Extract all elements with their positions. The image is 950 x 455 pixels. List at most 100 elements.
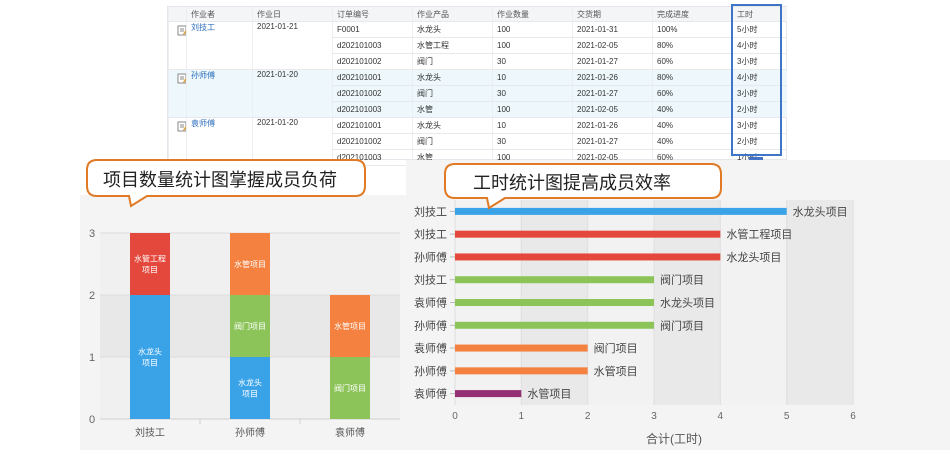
edit-icon[interactable] bbox=[173, 70, 187, 86]
segment-label: 阀门项目 bbox=[234, 321, 266, 331]
work-log-table-container: 作业者 作业日 订单编号 作业产品 作业数量 交货期 完成进度 工时 刘技工 20… bbox=[167, 6, 787, 166]
y-category-label: 孙师傅 bbox=[414, 318, 447, 332]
table-body: 刘技工 2021-01-21 F0001 水龙头 100 2021-01-31 100% 5小… bbox=[168, 21, 787, 166]
work-log-table: 作业者 作业日 订单编号 作业产品 作业数量 交货期 完成进度 工时 刘技工 20… bbox=[168, 7, 787, 166]
x-axis-title: 合计(工时) bbox=[646, 431, 702, 446]
x-tick-label: 5 bbox=[784, 411, 790, 422]
bar-label: 水龙头项目 bbox=[726, 251, 781, 264]
bar-label: 阀门项目 bbox=[660, 273, 704, 287]
worker-name-link[interactable]: 袁师傅 bbox=[191, 119, 215, 128]
project-count-stacked-chart: 0123刘技工水龙头项目水管工程项目孙师傅水龙头项目阀门项目水管项目袁师傅阀门项… bbox=[89, 228, 400, 439]
due-cell: 2021-01-27 bbox=[572, 133, 653, 150]
x-tick-label: 孙师傅 bbox=[235, 426, 265, 439]
order-cell: d202101002 bbox=[332, 53, 413, 70]
hours-bar[interactable] bbox=[455, 253, 721, 261]
hours-bar[interactable] bbox=[455, 344, 588, 352]
hours-bar[interactable] bbox=[455, 207, 787, 215]
table-row[interactable]: d202101002 阀门 30 2021-01-27 60% 3小时 bbox=[169, 53, 787, 70]
header-date[interactable]: 作业日 bbox=[252, 7, 333, 22]
segment-label-line: 项目 bbox=[242, 390, 258, 399]
header-worker[interactable]: 作业者 bbox=[186, 7, 253, 22]
edit-icon[interactable] bbox=[173, 118, 187, 134]
bar-label: 水管项目 bbox=[527, 387, 571, 401]
y-category-label: 刘技工 bbox=[414, 205, 447, 218]
table-row[interactable]: d202101002 阀门 30 2021-01-27 60% 3小时 bbox=[169, 85, 787, 102]
product-cell: 水龙头 bbox=[412, 21, 493, 38]
x-tick-label: 袁师傅 bbox=[335, 426, 365, 439]
qty-cell: 10 bbox=[492, 117, 573, 134]
y-category-label: 刘技工 bbox=[414, 274, 447, 287]
header-order[interactable]: 订单编号 bbox=[332, 7, 413, 22]
hours-cell: 3小时 bbox=[732, 117, 787, 134]
table-row[interactable]: 袁师傅 2021-01-20 d202101001 水龙头 10 2021-01-26 40… bbox=[168, 117, 787, 166]
hours-cell: 3小时 bbox=[732, 85, 787, 102]
bar-label: 水管项目 bbox=[594, 364, 638, 378]
table-row[interactable]: 刘技工 2021-01-21 F0001 水龙头 100 2021-01-31 100% 5小… bbox=[168, 21, 787, 70]
header-product[interactable]: 作业产品 bbox=[412, 7, 493, 22]
bar-label: 水龙头项目 bbox=[660, 297, 715, 310]
table-row[interactable]: d202101003 水管 100 2021-02-05 40% 2小时 bbox=[169, 101, 787, 118]
header-due[interactable]: 交货期 bbox=[572, 7, 653, 22]
order-cell: d202101001 bbox=[332, 69, 413, 86]
left-chart-panel: 0 1 2 3 刘技工 水龙头项目 水管工程项目 孙师傅 水龙头项目 阀门项目 水管项目 袁师傅 阀门项… bbox=[80, 195, 416, 450]
hours-bar[interactable] bbox=[455, 321, 654, 329]
product-cell: 水龙头 bbox=[412, 117, 493, 134]
edit-icon[interactable] bbox=[173, 22, 187, 38]
segment-label-line: 项目 bbox=[142, 359, 158, 368]
table-row[interactable]: 孙师傅 2021-01-20 d202101001 水龙头 10 2021-01-26 80… bbox=[168, 69, 787, 118]
header-qty[interactable]: 作业数量 bbox=[492, 7, 573, 22]
hours-bar[interactable] bbox=[455, 230, 721, 238]
order-cell: d202101002 bbox=[332, 133, 413, 150]
bar-label: 阀门项目 bbox=[660, 318, 704, 332]
qty-cell: 100 bbox=[492, 21, 573, 38]
y-category-label: 袁师傅 bbox=[414, 341, 447, 355]
product-cell: 水管 bbox=[412, 101, 493, 118]
header-progress[interactable]: 完成进度 bbox=[652, 7, 733, 22]
qty-cell: 30 bbox=[492, 133, 573, 150]
header-hours[interactable]: 工时 bbox=[732, 7, 787, 22]
segment-label: 水龙头项目 bbox=[138, 347, 162, 368]
worker-cell: 孙师傅 bbox=[186, 69, 253, 118]
stacked-bar-segment[interactable] bbox=[230, 295, 270, 357]
qty-cell: 10 bbox=[492, 69, 573, 86]
table-header-row: 作业者 作业日 订单编号 作业产品 作业数量 交货期 完成进度 工时 bbox=[168, 7, 787, 22]
stacked-bar-segment[interactable] bbox=[230, 357, 270, 419]
stacked-bar-segment[interactable] bbox=[330, 357, 370, 419]
x-tick-label: 0 bbox=[452, 411, 458, 422]
work-date-cell: 2021-01-20 bbox=[252, 69, 333, 118]
table-row[interactable]: d202101002 阀门 30 2021-01-27 40% 2小时 bbox=[169, 133, 787, 150]
qty-cell: 100 bbox=[492, 101, 573, 118]
y-category-label: 袁师傅 bbox=[414, 387, 447, 401]
segment-label: 水管工程项目 bbox=[134, 254, 166, 275]
due-cell: 2021-01-27 bbox=[572, 53, 653, 70]
segment-label-line: 项目 bbox=[142, 266, 158, 275]
worker-name-link[interactable]: 刘技工 bbox=[191, 23, 215, 32]
stacked-bar-segment[interactable] bbox=[130, 233, 170, 295]
hours-cell: 4小时 bbox=[732, 37, 787, 54]
progress-cell: 40% bbox=[652, 101, 733, 118]
progress-cell: 60% bbox=[652, 53, 733, 70]
hours-cell: 4小时 bbox=[732, 69, 787, 86]
worker-cell: 袁师傅 bbox=[186, 117, 253, 166]
hours-bar[interactable] bbox=[455, 390, 522, 398]
due-cell: 2021-02-05 bbox=[572, 37, 653, 54]
worker-name-link[interactable]: 孙师傅 bbox=[191, 71, 215, 80]
due-cell: 2021-02-05 bbox=[572, 101, 653, 118]
stacked-bar-segment[interactable] bbox=[130, 295, 170, 419]
y-category-label: 孙师傅 bbox=[414, 250, 447, 264]
segment-label-line: 水龙头 bbox=[138, 347, 162, 357]
hours-bar[interactable] bbox=[455, 276, 654, 284]
product-cell: 水管工程 bbox=[412, 37, 493, 54]
header-edit-col bbox=[168, 7, 187, 22]
product-cell: 阀门 bbox=[412, 53, 493, 70]
hours-bar[interactable] bbox=[455, 299, 654, 306]
worker-cell: 刘技工 bbox=[186, 21, 253, 70]
right-callout: 工时统计图提高成员效率 bbox=[443, 162, 728, 212]
table-row[interactable]: d202101003 水管工程 100 2021-02-05 80% 4小时 bbox=[169, 37, 787, 54]
hours-bar[interactable] bbox=[455, 367, 588, 375]
stacked-bar-segment[interactable] bbox=[330, 295, 370, 357]
segment-label-line: 水管项目 bbox=[234, 259, 266, 269]
stacked-bar-segment[interactable] bbox=[230, 233, 270, 295]
callout-bubble-shape bbox=[444, 163, 722, 210]
